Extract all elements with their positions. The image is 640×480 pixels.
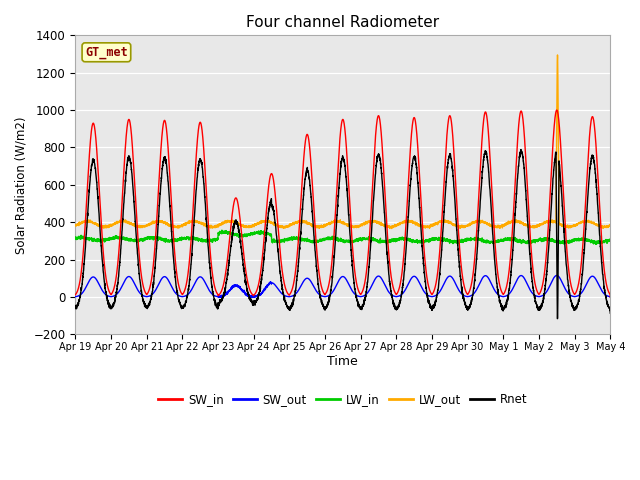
SW_in xyxy=(168,203,175,208)
Rnet xyxy=(554,316,561,322)
Legend: SW_in, SW_out, LW_in, LW_out, Rnet: SW_in, SW_out, LW_in, LW_out, Rnet xyxy=(154,388,532,410)
Line: SW_in: SW_in xyxy=(76,110,611,297)
Line: LW_in: LW_in xyxy=(76,230,611,244)
SW_out xyxy=(323,293,331,299)
Rnet xyxy=(463,304,470,310)
Rnet xyxy=(607,310,614,316)
SW_out xyxy=(607,294,614,300)
SW_out xyxy=(606,294,614,300)
Text: GT_met: GT_met xyxy=(85,46,128,59)
LW_out xyxy=(606,222,614,228)
Rnet xyxy=(168,229,175,235)
SW_in xyxy=(606,291,614,297)
LW_out xyxy=(493,224,500,229)
LW_in xyxy=(433,236,441,241)
Rnet xyxy=(323,303,330,309)
LW_in xyxy=(323,236,331,241)
SW_out xyxy=(215,294,223,300)
Rnet xyxy=(72,305,79,311)
LW_in xyxy=(592,241,600,247)
LW_in xyxy=(168,239,175,245)
LW_out xyxy=(386,226,394,231)
Y-axis label: Solar Radiation (W/m2): Solar Radiation (W/m2) xyxy=(15,116,28,253)
LW_in xyxy=(218,227,226,233)
SW_in xyxy=(607,294,614,300)
LW_out xyxy=(607,223,614,228)
SW_out xyxy=(463,294,470,300)
Rnet xyxy=(606,307,614,313)
Title: Four channel Radiometer: Four channel Radiometer xyxy=(246,15,440,30)
SW_out xyxy=(433,292,441,298)
SW_out xyxy=(553,273,561,278)
LW_in xyxy=(463,237,470,242)
LW_in xyxy=(606,238,614,244)
Line: Rnet: Rnet xyxy=(76,150,611,319)
SW_in xyxy=(72,292,79,298)
SW_in xyxy=(553,107,561,113)
Rnet xyxy=(517,147,525,153)
LW_out xyxy=(554,52,561,58)
LW_in xyxy=(493,238,500,243)
Rnet xyxy=(433,292,441,298)
LW_out xyxy=(72,223,79,228)
SW_in xyxy=(433,276,441,281)
X-axis label: Time: Time xyxy=(328,355,358,368)
SW_in xyxy=(323,289,330,295)
LW_out xyxy=(168,223,175,229)
Rnet xyxy=(493,280,500,286)
SW_in xyxy=(463,290,470,296)
LW_in xyxy=(72,236,79,241)
Line: LW_out: LW_out xyxy=(76,55,611,228)
SW_out xyxy=(493,290,500,296)
LW_out xyxy=(323,222,330,228)
Line: SW_out: SW_out xyxy=(76,276,611,297)
SW_in xyxy=(493,262,500,268)
LW_out xyxy=(433,220,441,226)
SW_out xyxy=(168,284,175,289)
LW_out xyxy=(463,223,470,228)
LW_in xyxy=(607,238,614,243)
SW_out xyxy=(72,294,79,300)
